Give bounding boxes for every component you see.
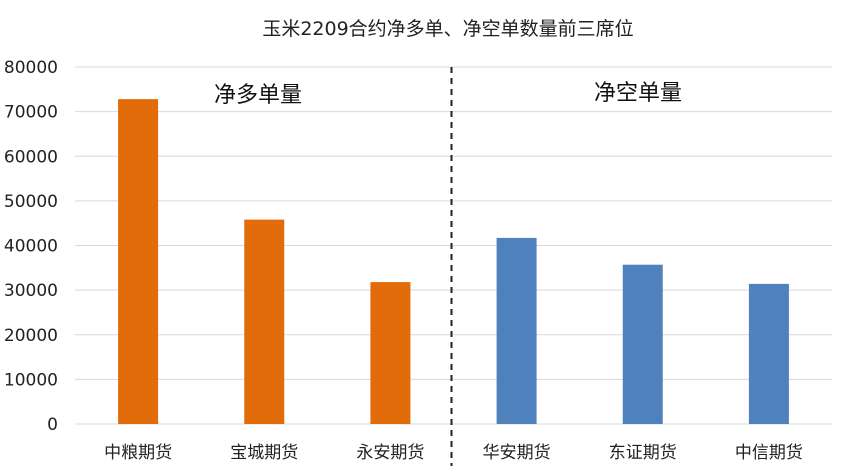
group-label-short: 净空单量 (594, 81, 682, 106)
bar-5 (748, 283, 789, 424)
bar-2 (370, 282, 411, 424)
x-axis-labels: 中粮期货 宝城期货 永安期货 华安期货 东证期货 中信期货 (104, 443, 803, 463)
y-tick-label-1: 10000 (4, 370, 58, 390)
bars (118, 99, 789, 424)
y-tick-label-8: 80000 (4, 58, 58, 78)
group-label-long: 净多单量 (214, 83, 302, 108)
x-tick-label-1: 宝城期货 (230, 443, 298, 463)
y-tick-label-5: 50000 (4, 192, 58, 212)
y-tick-label-2: 20000 (4, 326, 58, 346)
y-axis-ticks: 0 10000 20000 30000 40000 50000 60000 70000 8000… (4, 58, 58, 435)
y-tick-label-4: 40000 (4, 237, 58, 257)
y-tick-label-3: 30000 (4, 281, 58, 301)
y-tick-label-6: 60000 (4, 147, 58, 167)
bar-4 (622, 264, 663, 424)
y-tick-label-0: 0 (47, 415, 58, 435)
x-tick-label-5: 中信期货 (735, 443, 803, 463)
gridlines (75, 66, 832, 425)
x-tick-label-4: 东证期货 (609, 443, 677, 463)
y-tick-label-7: 70000 (4, 103, 58, 123)
bar-3 (496, 237, 537, 424)
x-tick-label-3: 华安期货 (483, 443, 551, 463)
bar-1 (244, 219, 285, 424)
x-tick-label-0: 中粮期货 (104, 443, 172, 463)
chart-title: 玉米2209合约净多单、净空单数量前三席位 (262, 18, 633, 40)
bar-0 (118, 99, 159, 424)
x-tick-label-2: 永安期货 (356, 443, 424, 463)
